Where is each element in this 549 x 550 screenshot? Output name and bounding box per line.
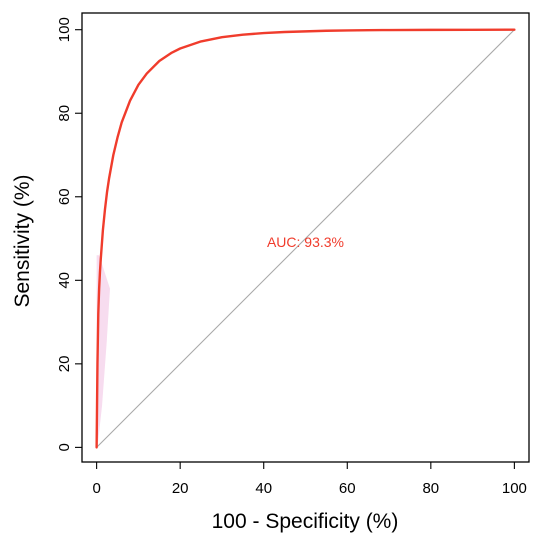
confidence-band-layer [96,255,110,448]
y-axis-title: Sensitivity (%) [11,174,34,307]
x-tick-label: 100 [502,480,527,497]
reference-diagonal-line [96,29,515,448]
x-tick-label: 80 [422,480,439,497]
y-tick-label: 60 [56,188,73,205]
roc-curve-layer [95,28,516,449]
x-tick-label: 60 [339,480,356,497]
roc-curve-line [95,28,516,449]
confidence-band [96,255,110,448]
y-axis: 0 20 40 60 80 100 [56,17,82,452]
x-axis-title: 100 - Specificity (%) [212,510,399,533]
plot-frame [81,12,530,463]
y-tick-label: 20 [56,356,73,373]
y-tick-label: 100 [56,17,73,42]
x-tick-label: 20 [172,480,189,497]
y-tick-label: 80 [56,105,73,122]
auc-annotation: AUC: 93.3% [267,234,344,250]
reference-diagonal-layer [96,29,515,448]
x-tick-label: 0 [92,480,100,497]
y-tick-label: 40 [56,272,73,289]
x-axis: 0 20 40 60 80 100 [92,462,527,497]
x-tick-label: 40 [255,480,272,497]
y-tick-label: 0 [56,443,73,451]
